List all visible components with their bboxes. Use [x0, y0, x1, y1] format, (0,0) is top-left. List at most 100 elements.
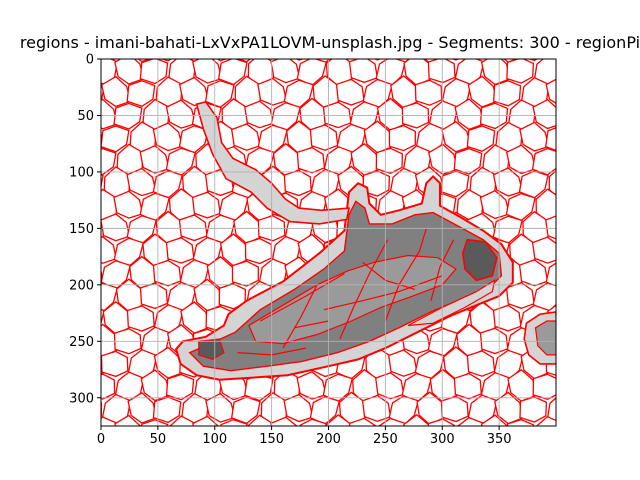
region-cell: [220, 419, 248, 426]
x-tick-label: 350: [487, 432, 512, 447]
region-cell: [165, 236, 195, 264]
region-cell: [101, 82, 106, 102]
object-neck-region: [195, 100, 350, 225]
y-tick-label: 50: [77, 109, 94, 124]
region-cell: [532, 373, 556, 401]
region-cell: [165, 99, 197, 129]
region-cell: [493, 80, 522, 107]
region-cell: [505, 144, 537, 175]
edge-object-inner-region: [534, 320, 556, 356]
region-cell: [309, 124, 339, 151]
region-cell: [283, 169, 312, 197]
region-cell: [140, 369, 171, 402]
region-cell: [440, 170, 470, 198]
region-boundary: [282, 284, 318, 349]
region-cell: [101, 355, 106, 375]
y-tick-label: 200: [69, 278, 94, 293]
region-cell: [519, 121, 550, 152]
region-cell: [361, 394, 392, 422]
region-cell: [244, 237, 273, 265]
region-cell: [480, 414, 508, 426]
region-cell: [140, 419, 169, 426]
grid-lines: [101, 59, 556, 426]
region-boundary: [339, 239, 389, 340]
region-cell: [545, 262, 556, 288]
y-tick-label: 300: [69, 391, 94, 406]
region-cell: [374, 372, 405, 400]
x-tick-label: 100: [202, 432, 227, 447]
region-boundary: [260, 273, 345, 322]
region-cell: [126, 305, 155, 332]
region-cell: [427, 418, 455, 426]
object-tail-region: [407, 279, 496, 327]
region-cell: [548, 169, 556, 197]
region-cell: [414, 79, 443, 106]
region-boundary: [384, 228, 427, 322]
region-cell: [205, 392, 236, 423]
region-cell: [492, 304, 522, 332]
region-cell: [322, 101, 352, 129]
region-cell: [101, 308, 105, 326]
region-cell: [113, 190, 144, 219]
region-cell: [375, 147, 403, 175]
region-cell: [139, 145, 170, 174]
region-cell: [518, 259, 549, 287]
region-cell: [362, 170, 391, 197]
region-cell: [299, 418, 327, 426]
region-cell: [532, 98, 556, 130]
region-boundary: [323, 275, 443, 311]
region-cell: [127, 391, 158, 424]
region-cell: [231, 260, 259, 287]
y-tick-label: 0: [86, 53, 94, 68]
x-tick-label: 150: [259, 432, 284, 447]
region-cell: [101, 213, 131, 242]
region-cell: [101, 147, 117, 176]
x-tick-label: 0: [97, 432, 105, 447]
region-cell: [283, 393, 314, 423]
region-cell: [348, 59, 379, 84]
region-cell: [466, 350, 496, 377]
region-cell: [531, 236, 556, 264]
region-cell: [506, 59, 535, 84]
region-cell: [335, 78, 365, 106]
region-cell: [218, 283, 247, 310]
x-tick-label: 300: [430, 432, 455, 447]
region-cell: [544, 215, 556, 240]
region-cell: [492, 167, 524, 197]
chart-title: regions - imani-bahati-LxVxPA1LOVM-unspl…: [20, 33, 640, 52]
region-boundary: [430, 239, 455, 301]
region-cell: [244, 100, 274, 129]
region-cell: [479, 189, 511, 220]
region-cell: [257, 77, 288, 106]
region-cell: [191, 191, 222, 219]
segment-regions: [101, 59, 556, 426]
object-eye-region: [461, 238, 498, 282]
region-boundary: [294, 320, 329, 329]
region-cell: [101, 131, 106, 149]
region-cell: [296, 146, 326, 174]
y-tick-label: 100: [69, 165, 94, 180]
x-tick-label: 200: [316, 432, 341, 447]
region-cell: [547, 397, 556, 424]
region-cell: [101, 125, 130, 153]
region-cell: [270, 59, 301, 84]
region-cell: [244, 373, 274, 402]
region-cell: [101, 236, 117, 264]
region-cell: [126, 167, 157, 197]
y-axis: 0 50 100 150 200 250 300: [69, 53, 101, 406]
region-cell: [296, 371, 327, 400]
region-cell: [113, 102, 143, 130]
region-cell: [152, 259, 182, 287]
region-cell: [101, 350, 129, 378]
x-tick-label: 250: [373, 432, 398, 447]
region-cell: [440, 395, 469, 423]
region-cell: [101, 75, 132, 108]
segmented-object: [174, 100, 556, 381]
region-cell: [388, 124, 416, 152]
region-cell: [237, 59, 252, 63]
region-cell: [519, 396, 548, 423]
x-tick-label: 50: [150, 432, 167, 447]
region-cell: [137, 59, 151, 63]
region-cell: [453, 372, 482, 400]
